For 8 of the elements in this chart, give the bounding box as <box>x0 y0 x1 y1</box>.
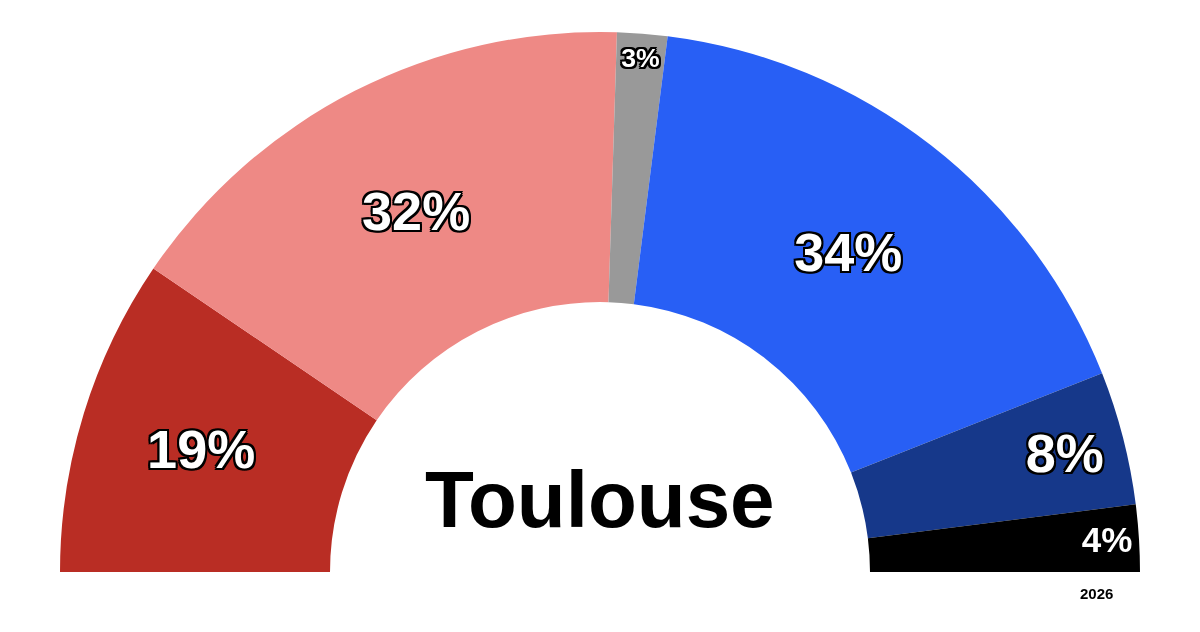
data-label: 4% <box>1081 520 1133 560</box>
text: Toulouse <box>425 455 775 544</box>
text: 2026 <box>1080 585 1114 602</box>
data-label: 8% <box>1025 422 1104 483</box>
data-label: 34% <box>794 221 903 282</box>
data-label: 32% <box>362 181 471 242</box>
data-label: 3% <box>621 43 660 74</box>
data-label: 19% <box>147 419 256 480</box>
